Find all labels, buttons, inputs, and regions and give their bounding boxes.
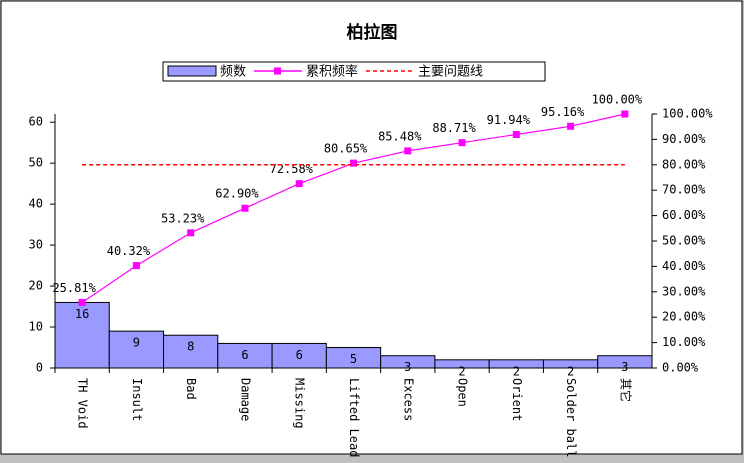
marker	[458, 139, 466, 147]
y-tick-label: 0	[36, 361, 43, 375]
point-label: 53.23%	[161, 211, 205, 225]
y-tick-label: 50	[29, 156, 43, 170]
point-label: 62.90%	[215, 187, 259, 201]
marker	[295, 180, 303, 188]
point-label: 100.00%	[592, 93, 643, 107]
point-label: 72.58%	[270, 162, 314, 176]
bar	[163, 334, 219, 369]
y2-tick-label: 90.00%	[662, 132, 706, 146]
x-tick-label: Missing	[293, 378, 307, 429]
x-tick-label: Solder ball	[564, 378, 578, 457]
y2-tick-label: 70.00%	[662, 183, 706, 197]
marker	[512, 130, 520, 138]
bar-label: 2	[567, 364, 574, 378]
legend-marker	[274, 67, 282, 75]
point-label: 85.48%	[378, 129, 422, 143]
y-tick-label: 40	[29, 197, 43, 211]
legend-label: 频数	[220, 65, 246, 80]
bar-label: 3	[404, 360, 411, 374]
marker	[78, 298, 86, 306]
x-tick-label: 其它	[618, 378, 633, 402]
bar-label: 2	[513, 364, 520, 378]
x-tick-label: TH Void	[76, 378, 90, 429]
marker	[404, 147, 412, 155]
y2-tick-label: 30.00%	[662, 284, 706, 298]
point-label: 40.32%	[107, 244, 151, 258]
marker	[567, 122, 575, 130]
x-tick-label: Lifted Lead	[347, 378, 361, 457]
x-tick-label: Open	[456, 378, 470, 407]
legend-swatch	[167, 65, 217, 77]
y2-tick-label: 0.00%	[662, 361, 699, 375]
y-tick-label: 60	[29, 115, 43, 129]
y-tick-label: 20	[29, 279, 43, 293]
bar-label: 6	[296, 348, 303, 362]
legend-label: 累积频率	[306, 64, 358, 80]
bar	[217, 342, 273, 369]
bar-label: 2	[458, 364, 465, 378]
marker	[621, 110, 629, 118]
y-tick-label: 10	[29, 320, 43, 334]
y2-tick-label: 60.00%	[662, 208, 706, 222]
y2-tick-label: 40.00%	[662, 259, 706, 273]
bar	[597, 355, 653, 369]
bar-label: 8	[187, 340, 194, 354]
x-tick-label: Damage	[238, 378, 252, 421]
y2-tick-label: 50.00%	[662, 234, 706, 248]
y2-tick-label: 80.00%	[662, 157, 706, 171]
point-label: 80.65%	[324, 142, 368, 156]
y2-tick-label: 10.00%	[662, 335, 706, 349]
x-tick-label: Orient	[510, 378, 524, 421]
x-tick-label: Bad	[184, 378, 198, 400]
marker	[350, 159, 357, 167]
point-label: 25.81%	[52, 281, 96, 295]
x-tick-label: Excess	[401, 378, 415, 421]
bar-label: 6	[241, 348, 248, 362]
y2-tick-label: 20.00%	[662, 310, 706, 324]
x-tick-label: Insult	[130, 378, 144, 421]
point-label: 95.16%	[541, 105, 585, 119]
marker	[132, 262, 140, 270]
bar	[108, 330, 165, 369]
y-tick-label: 30	[29, 238, 43, 252]
point-label: 88.71%	[432, 121, 476, 135]
legend-label: 主要问题线	[418, 65, 483, 80]
y2-tick-label: 100.00%	[662, 107, 713, 121]
marker	[187, 229, 195, 237]
bar-label: 9	[133, 336, 140, 350]
marker	[241, 204, 249, 212]
chart-title: 柏拉图	[347, 22, 398, 43]
point-label: 91.94%	[487, 113, 531, 127]
bar-label: 3	[621, 360, 628, 374]
bar-label: 16	[75, 307, 89, 321]
bar-label: 5	[350, 352, 357, 366]
legend	[162, 61, 546, 82]
